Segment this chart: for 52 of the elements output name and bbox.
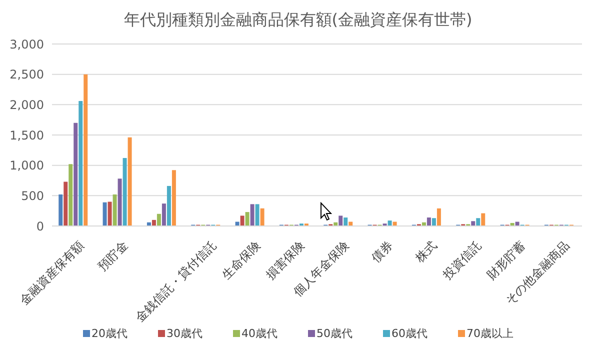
bar bbox=[476, 218, 480, 226]
bar bbox=[78, 101, 83, 226]
bar bbox=[240, 216, 244, 226]
y-tick-label: 1,000 bbox=[10, 158, 44, 173]
bar bbox=[84, 74, 88, 226]
bar bbox=[64, 182, 68, 226]
bar bbox=[102, 202, 107, 226]
bar bbox=[74, 122, 78, 226]
bar bbox=[432, 218, 436, 226]
bar bbox=[172, 170, 176, 226]
x-tick-label: 株式 bbox=[412, 238, 440, 266]
bar bbox=[245, 212, 250, 226]
y-tick-label: 1,500 bbox=[10, 128, 44, 142]
x-tick-label: 債券 bbox=[368, 238, 396, 266]
bar bbox=[388, 220, 392, 226]
legend-label: 50歳代 bbox=[316, 326, 352, 341]
x-tick-label: 生命保険 bbox=[219, 238, 264, 282]
bar bbox=[426, 218, 431, 226]
bar bbox=[338, 216, 343, 226]
bar bbox=[118, 178, 122, 226]
y-tick-label: 0 bbox=[36, 219, 44, 234]
bar bbox=[250, 204, 254, 226]
y-tick-label: 2,500 bbox=[10, 68, 44, 82]
bar bbox=[260, 208, 264, 226]
y-tick-label: 2,000 bbox=[10, 98, 44, 112]
y-tick-label: 3,000 bbox=[10, 37, 44, 52]
bar bbox=[128, 137, 132, 226]
bar bbox=[68, 164, 73, 226]
legend-label: 30歳代 bbox=[166, 326, 202, 341]
x-tick-label: 金銭信託・貸付信託 bbox=[132, 238, 219, 325]
x-tick-label: 金融資産保有額 bbox=[17, 238, 86, 308]
bar bbox=[255, 204, 260, 226]
bar bbox=[166, 186, 171, 226]
legend-label: 20歳代 bbox=[92, 326, 128, 341]
bar bbox=[58, 194, 63, 226]
legend-label: 60歳代 bbox=[392, 326, 428, 341]
bar bbox=[436, 208, 441, 226]
x-tick-label: 投資信託 bbox=[439, 238, 484, 283]
y-tick-label: 500 bbox=[21, 188, 44, 203]
bar bbox=[344, 218, 348, 226]
bar bbox=[156, 214, 161, 226]
bar bbox=[108, 202, 112, 226]
bar bbox=[471, 221, 476, 226]
bar bbox=[122, 158, 127, 226]
chart-title: 年代別種類別金融商品保有額(金融資産保有世帯) bbox=[122, 10, 474, 31]
bar bbox=[152, 220, 156, 226]
legend-label: 40歳代 bbox=[242, 326, 278, 341]
legend-label: 70歳以上 bbox=[466, 326, 514, 341]
bar bbox=[112, 194, 117, 226]
x-tick-label: 預貯金 bbox=[95, 238, 131, 274]
bar bbox=[162, 204, 166, 226]
bar bbox=[481, 213, 486, 226]
